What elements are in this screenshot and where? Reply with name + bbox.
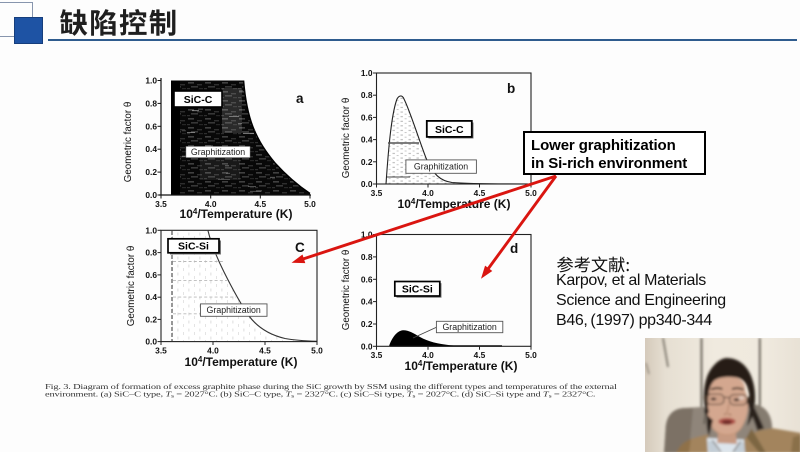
svg-text:Graphitization: Graphitization [442, 322, 496, 332]
svg-text:4.5: 4.5 [474, 350, 486, 360]
svg-text:0.2: 0.2 [145, 314, 157, 324]
svg-text:0.4: 0.4 [361, 297, 373, 307]
svg-text:SiC-C: SiC-C [184, 94, 213, 106]
svg-text:0.8: 0.8 [361, 90, 373, 100]
svg-text:4.0: 4.0 [422, 350, 434, 360]
svg-text:4.5: 4.5 [254, 199, 266, 209]
svg-text:0.4: 0.4 [361, 135, 373, 145]
svg-text:5.0: 5.0 [311, 346, 323, 356]
svg-text:0.4: 0.4 [145, 144, 157, 154]
svg-text:0.6: 0.6 [145, 270, 157, 280]
svg-text:0.0: 0.0 [145, 190, 157, 200]
svg-text:0.2: 0.2 [145, 167, 157, 177]
svg-text:a: a [296, 91, 304, 106]
svg-text:1.0: 1.0 [145, 76, 157, 86]
svg-text:C: C [295, 240, 305, 255]
svg-text:0.0: 0.0 [361, 179, 373, 189]
svg-text:0.0: 0.0 [145, 337, 157, 347]
svg-text:1.0: 1.0 [145, 225, 157, 235]
svg-text:Graphitization: Graphitization [207, 305, 261, 315]
svg-text:104/Temperature (K): 104/Temperature (K) [185, 355, 298, 369]
svg-text:0.8: 0.8 [145, 248, 157, 258]
svg-text:Graphitization: Graphitization [191, 147, 245, 157]
svg-text:0.4: 0.4 [145, 292, 157, 302]
svg-text:0.8: 0.8 [361, 252, 373, 262]
svg-text:4.5: 4.5 [259, 346, 271, 356]
svg-text:1.0: 1.0 [361, 68, 373, 78]
svg-text:Geometric factor θ: Geometric factor θ [123, 102, 134, 183]
svg-text:Geometric factor θ: Geometric factor θ [341, 250, 352, 331]
svg-text:3.5: 3.5 [155, 346, 167, 356]
svg-text:4.0: 4.0 [422, 188, 434, 198]
svg-text:0.6: 0.6 [145, 121, 157, 131]
svg-text:d: d [510, 241, 518, 256]
svg-text:Graphitization: Graphitization [414, 162, 468, 172]
svg-text:5.0: 5.0 [525, 188, 537, 198]
svg-text:b: b [507, 81, 515, 96]
svg-text:0.6: 0.6 [361, 112, 373, 122]
svg-text:Geometric factor θ: Geometric factor θ [341, 98, 352, 179]
svg-text:104/Temperature (K): 104/Temperature (K) [405, 359, 518, 373]
svg-text:SiC-Si: SiC-Si [178, 241, 209, 253]
svg-text:5.0: 5.0 [304, 199, 316, 209]
svg-text:4.0: 4.0 [205, 199, 217, 209]
svg-text:0.2: 0.2 [361, 319, 373, 329]
svg-text:3.5: 3.5 [371, 188, 383, 198]
svg-text:SiC-Si: SiC-Si [402, 284, 433, 296]
svg-text:3.5: 3.5 [371, 350, 383, 360]
svg-text:0.8: 0.8 [145, 98, 157, 108]
svg-text:SiC-C: SiC-C [435, 124, 464, 136]
svg-text:0.6: 0.6 [361, 274, 373, 284]
svg-text:3.5: 3.5 [155, 199, 167, 209]
svg-text:4.0: 4.0 [207, 346, 219, 356]
svg-text:1.0: 1.0 [361, 230, 373, 240]
svg-text:104/Temperature (K): 104/Temperature (K) [180, 207, 293, 221]
svg-text:Geometric factor θ: Geometric factor θ [126, 246, 137, 327]
svg-text:0.0: 0.0 [361, 341, 373, 351]
svg-text:5.0: 5.0 [525, 350, 537, 360]
svg-text:0.2: 0.2 [361, 157, 373, 167]
svg-text:4.5: 4.5 [474, 188, 486, 198]
